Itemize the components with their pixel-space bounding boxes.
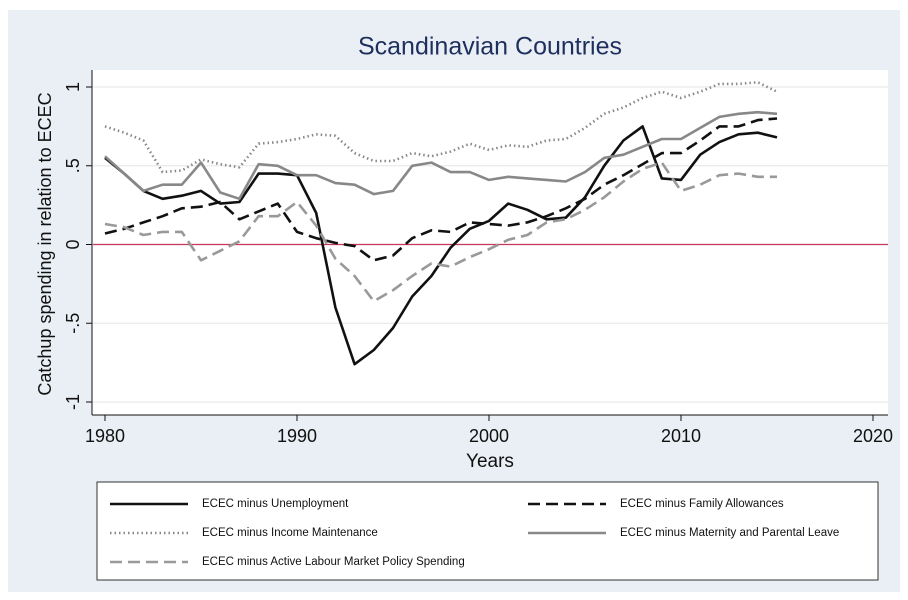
x-tick-label: 1990 (277, 426, 317, 446)
x-tick-label: 2020 (853, 426, 893, 446)
series-line (104, 110, 778, 201)
legend-label: ECEC minus Income Maintenance (202, 527, 378, 539)
x-axis-label: Years (466, 451, 514, 472)
legend-label: ECEC minus Active Labour Market Policy S… (202, 556, 465, 568)
legend-label: ECEC minus Family Allowances (620, 498, 784, 510)
x-tick-label: 1980 (85, 426, 125, 446)
x-tick-label: 2000 (469, 426, 509, 446)
chart-title: Scandinavian Countries (358, 33, 622, 61)
y-tick-label: 0 (63, 239, 83, 249)
y-axis-label: Catchup spending in relation to ECEC (35, 92, 55, 395)
y-tick-label: -.5 (63, 313, 83, 334)
y-tick-label: .5 (63, 158, 83, 173)
series-line (104, 161, 777, 303)
legend-label: ECEC minus Maternity and Parental Leave (620, 527, 839, 539)
plot-area (92, 70, 888, 415)
legend-label: ECEC minus Unemployment (202, 498, 349, 510)
y-tick-label: 1 (63, 82, 83, 92)
series-line (104, 81, 778, 174)
legend-box (96, 481, 879, 581)
y-tick-label: -1 (63, 394, 83, 410)
series-line (104, 117, 778, 262)
x-tick-label: 2010 (661, 426, 701, 446)
